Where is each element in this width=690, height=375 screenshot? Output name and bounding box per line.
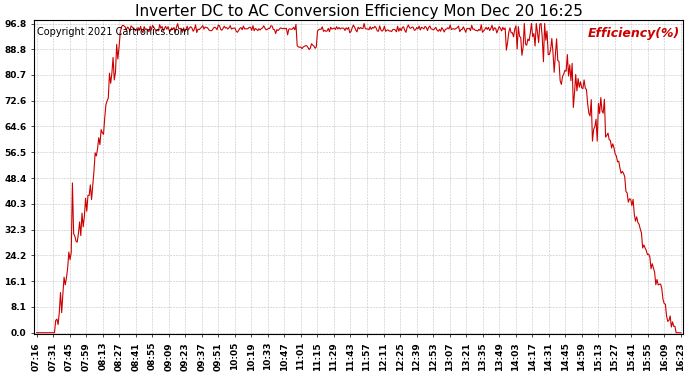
Text: Efficiency(%): Efficiency(%) (588, 27, 680, 40)
Text: Copyright 2021 Cartronics.com: Copyright 2021 Cartronics.com (37, 27, 190, 37)
Title: Inverter DC to AC Conversion Efficiency Mon Dec 20 16:25: Inverter DC to AC Conversion Efficiency … (135, 4, 582, 19)
